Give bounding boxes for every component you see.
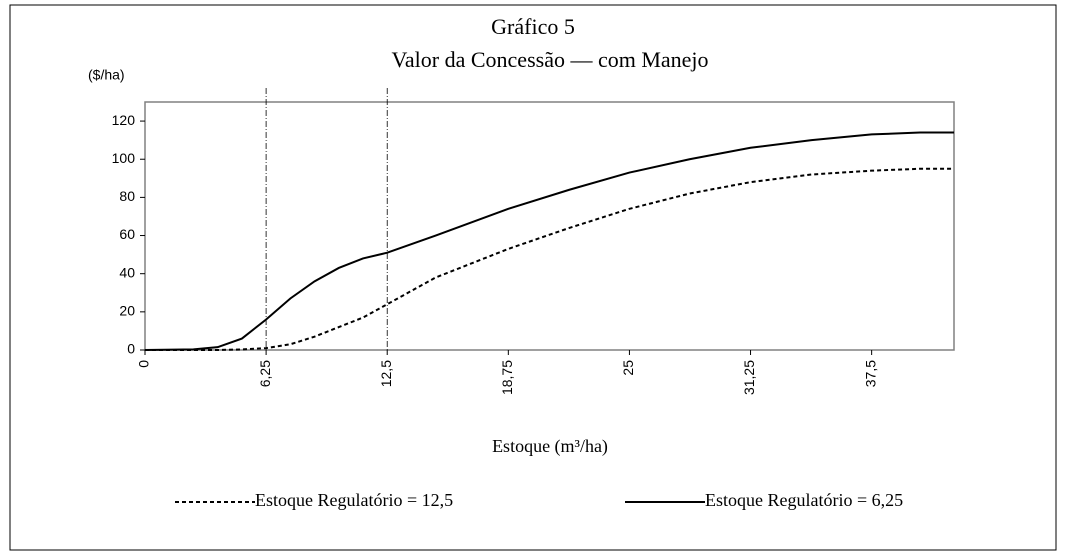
y-tick-label: 120 [112, 112, 136, 128]
x-tick-label: 25 [620, 360, 636, 376]
y-tick-label: 40 [119, 264, 135, 280]
chart-subtitle: Valor da Concessão — com Manejo [391, 47, 708, 72]
x-tick-label: 6,25 [257, 360, 273, 387]
x-tick-label: 18,75 [499, 360, 515, 395]
x-axis-label: Estoque (m³/ha) [492, 436, 608, 457]
y-tick-label: 0 [127, 341, 135, 357]
x-tick-label: 31,25 [741, 360, 757, 395]
x-tick-label: 0 [136, 360, 152, 368]
x-tick-label: 12,5 [378, 360, 394, 387]
y-tick-label: 80 [119, 188, 135, 204]
plot-area [144, 101, 955, 351]
series-line [145, 167, 954, 351]
legend-label: Estoque Regulatório = 12,5 [255, 490, 453, 510]
x-tick-label: 37,5 [862, 360, 878, 387]
y-tick-label: 20 [119, 303, 135, 319]
y-tick-label: 100 [112, 150, 136, 166]
y-axis-label: ($/ha) [88, 67, 125, 83]
legend-label: Estoque Regulatório = 6,25 [705, 490, 903, 510]
chart-title: Gráfico 5 [491, 14, 575, 39]
series-line [144, 131, 954, 351]
frame [9, 4, 1057, 551]
y-tick-label: 60 [119, 226, 135, 242]
